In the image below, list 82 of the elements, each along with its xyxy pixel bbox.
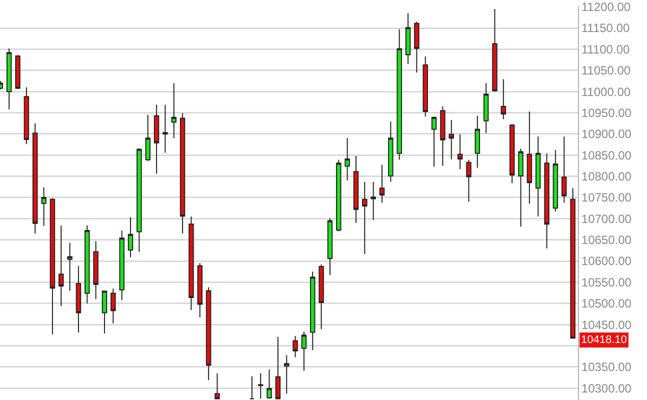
candlestick (509, 124, 515, 184)
candlestick (76, 266, 82, 334)
candlestick (492, 8, 498, 92)
candlestick (206, 286, 212, 381)
candlestick (327, 218, 333, 276)
candlestick (422, 56, 428, 118)
y-tick-label: 10850.00 (581, 148, 632, 162)
candlestick (162, 104, 168, 154)
candlestick (396, 28, 402, 160)
y-tick-label: 10950.00 (581, 106, 632, 120)
candlestick (552, 150, 558, 212)
y-tick-label: 10500.00 (581, 296, 632, 311)
y-tick-label: 11050.00 (581, 64, 631, 78)
candlestick (84, 224, 90, 304)
candlestick (180, 112, 186, 234)
candlestick (136, 148, 142, 252)
y-tick-label: 10350.00 (581, 360, 632, 374)
y-tick-label: 10600.00 (581, 254, 632, 268)
candlestick (518, 148, 524, 228)
candlestick (414, 21, 420, 74)
candlestick (388, 121, 394, 182)
candlestick (50, 198, 56, 335)
y-tick-label: 11150.00 (581, 21, 630, 36)
candlestick (214, 372, 220, 400)
candlestick (128, 216, 134, 258)
candlestick (102, 290, 108, 334)
candlestick (110, 288, 116, 324)
candlestick (258, 372, 264, 400)
y-tick-label: 10550.00 (581, 275, 632, 290)
candlestick (154, 104, 160, 174)
y-tick-label: 10650.00 (581, 233, 632, 248)
candlestick (362, 181, 368, 254)
candlestick (284, 354, 290, 394)
candlestick (474, 115, 480, 168)
candlestick (562, 136, 567, 204)
text: 10418.10 (581, 334, 627, 346)
y-tick-label: 10900.00 (581, 127, 632, 142)
candlestick (344, 138, 350, 182)
candlestick (266, 369, 272, 400)
candlestick (119, 230, 124, 301)
candlestick (188, 216, 194, 311)
candlestick (466, 159, 472, 202)
candlestick (310, 271, 316, 351)
y-tick-label: 10450.00 (581, 318, 632, 332)
candlestick (6, 48, 12, 110)
candlestick (292, 336, 298, 358)
candlestick (431, 116, 437, 168)
candlestick (24, 86, 30, 145)
candlestick (171, 82, 176, 139)
candlestick (500, 78, 506, 120)
candlestick (67, 242, 72, 292)
candlestick (535, 136, 541, 218)
candlestick (526, 110, 532, 204)
y-tick-label: 11200.00 (581, 0, 631, 14)
candlestick (353, 155, 359, 224)
candlestick (440, 106, 446, 166)
candlestick (570, 188, 576, 339)
candlestick (405, 12, 411, 65)
candlestick (457, 134, 463, 170)
candlestick (41, 186, 46, 226)
candlestick (93, 240, 98, 300)
candlestick (448, 119, 454, 160)
candlestick (145, 114, 150, 162)
y-tick-label: 11100.00 (581, 42, 630, 56)
y-tick-label: 10800.00 (581, 170, 632, 184)
candlestick (336, 159, 342, 232)
candlestick (15, 54, 20, 90)
candlestick (301, 331, 307, 372)
candlestick (32, 122, 38, 234)
candlestick (197, 262, 203, 318)
y-tick-label: 10300.00 (581, 381, 632, 396)
candlestick (483, 82, 489, 134)
candlestick (249, 376, 255, 400)
candlestick (318, 264, 324, 330)
y-tick-label: 10700.00 (581, 212, 632, 226)
y-tick-label: 11000.00 (581, 84, 631, 99)
candlestick (544, 152, 550, 249)
candlestick (379, 164, 385, 204)
candlestick (58, 224, 64, 306)
y-tick-label: 10750.00 (581, 190, 632, 205)
candlestick (370, 181, 376, 220)
candlestick (275, 336, 281, 400)
